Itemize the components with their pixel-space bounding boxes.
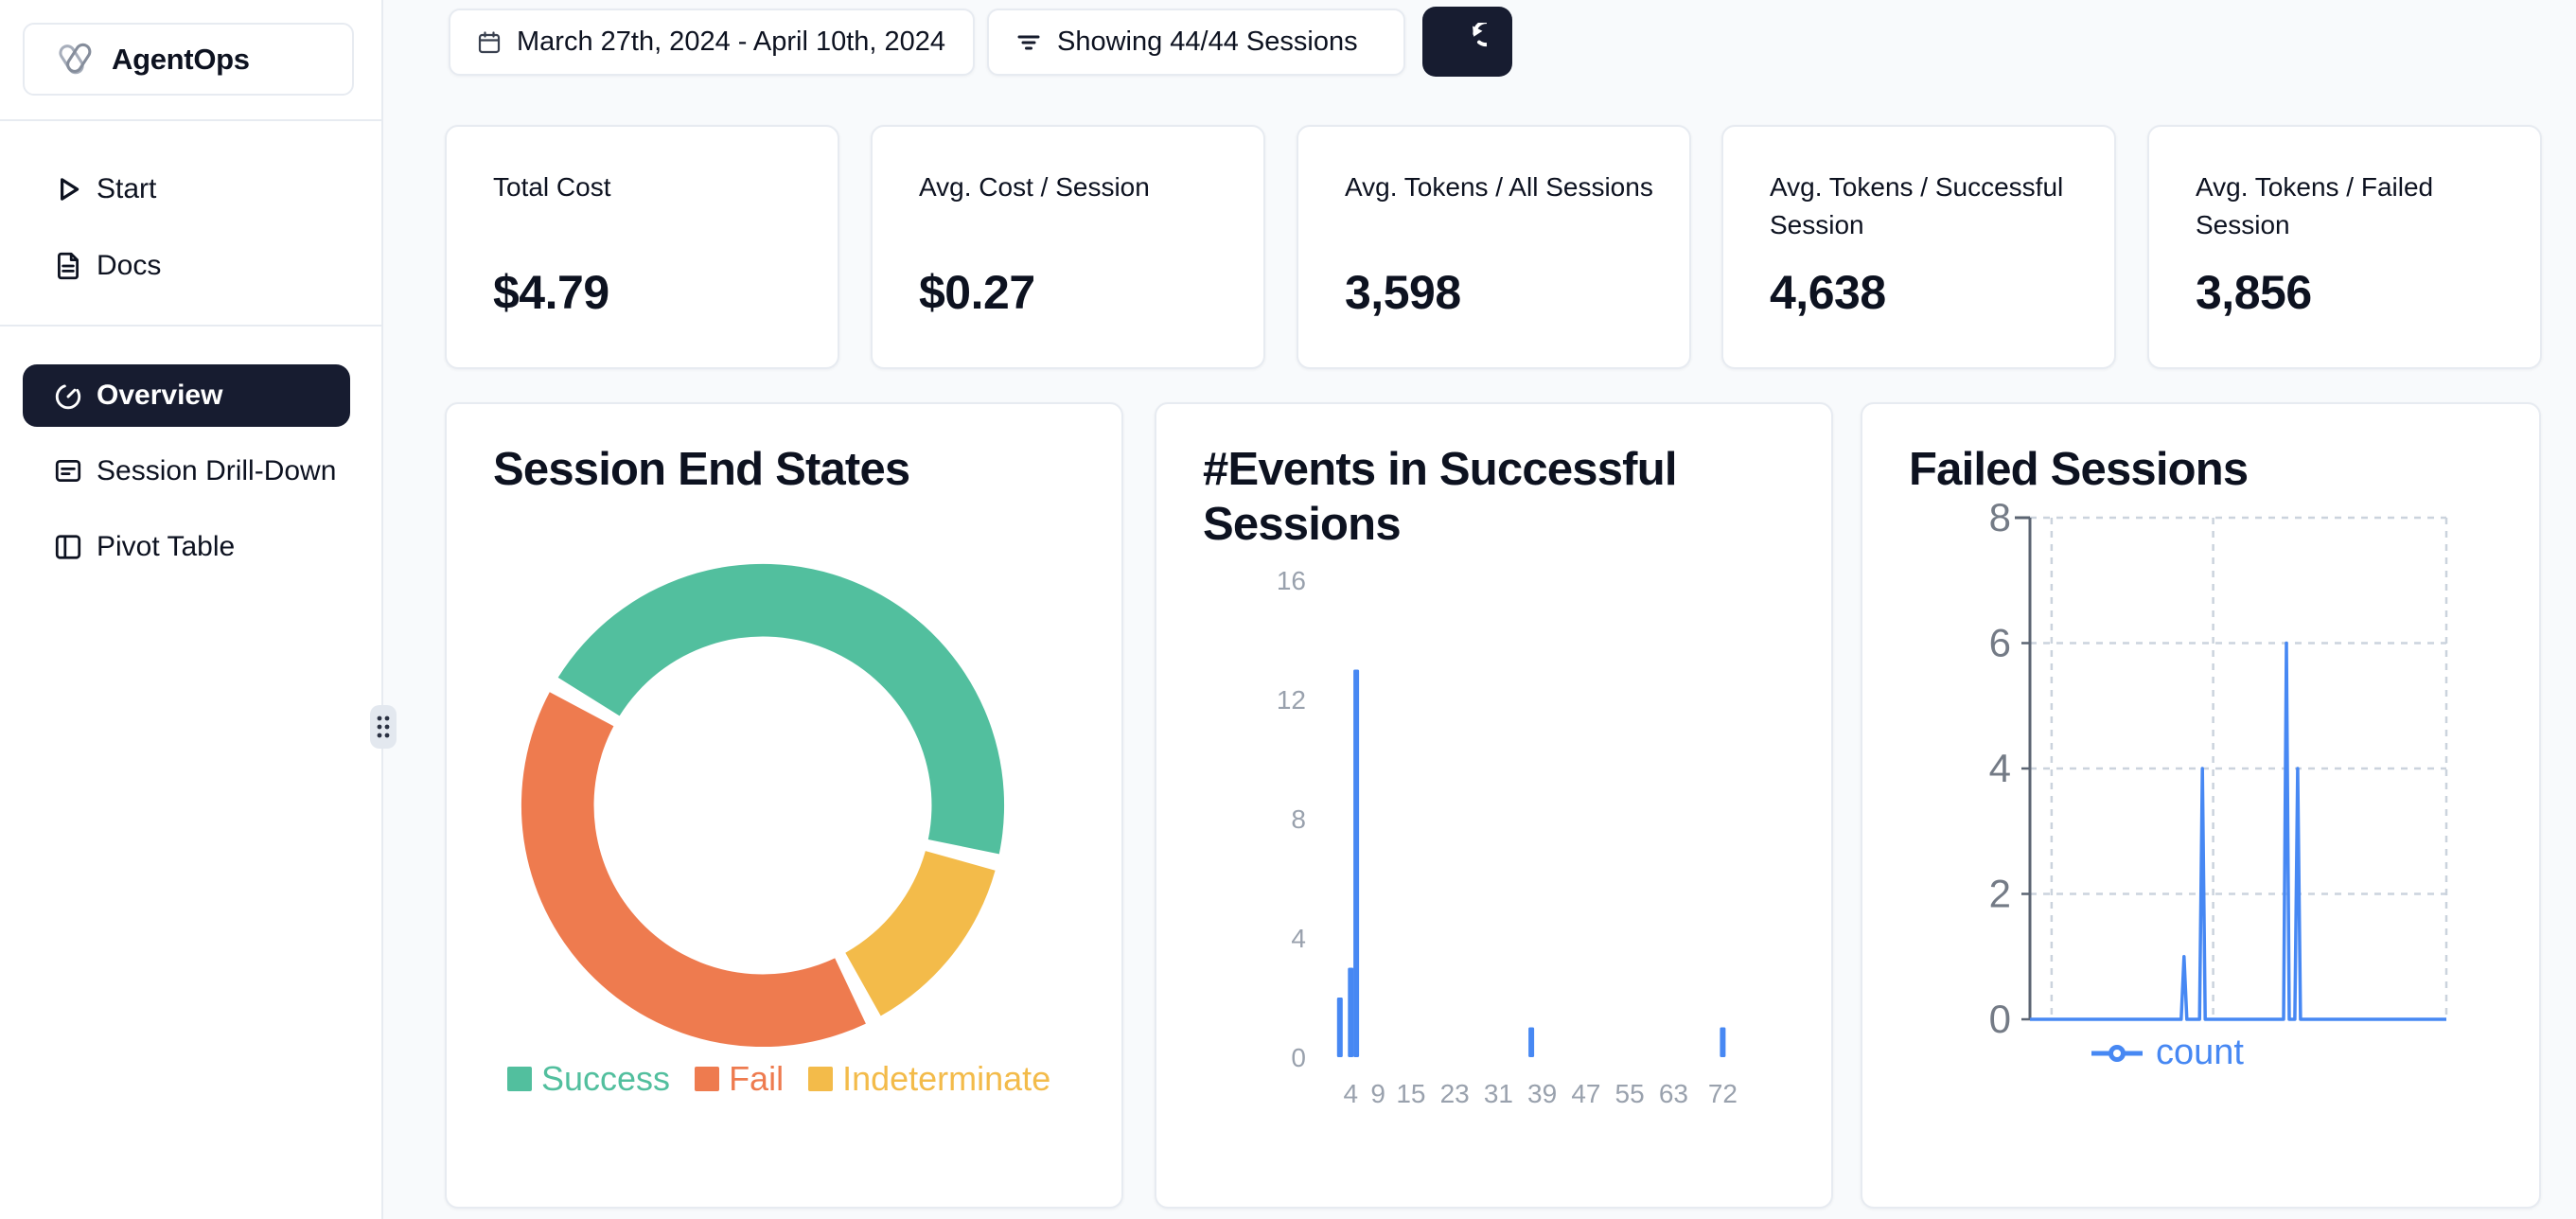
svg-text:23: 23 [1440,1079,1470,1108]
legend-swatch [808,1067,834,1091]
legend-swatch [507,1067,532,1091]
chart-title: Failed Sessions [1909,444,2249,495]
sidebar-item-start[interactable]: Start [23,159,350,220]
sidebar-item-docs[interactable]: Docs [23,236,350,296]
svg-text:15: 15 [1396,1079,1425,1108]
stat-value: 4,638 [1770,266,1886,319]
svg-text:47: 47 [1571,1079,1600,1108]
sidebar-item-session-drill-down[interactable]: Session Drill-Down [23,441,350,502]
svg-text:8: 8 [1291,804,1306,834]
date-range-label: March 27th, 2024 - April 10th, 2024 [517,26,946,57]
stat-value: $4.79 [493,266,609,319]
refresh-icon [1472,23,1487,47]
svg-text:4: 4 [1291,924,1306,953]
count-legend-item[interactable]: count [2090,1033,2244,1073]
svg-text:72: 72 [1708,1079,1738,1108]
brand-logo[interactable]: AgentOps [23,23,354,96]
svg-text:2: 2 [1989,872,2011,916]
svg-text:4: 4 [1344,1079,1359,1108]
legend-label: count [2156,1033,2244,1072]
session-filter-button[interactable]: Showing 44/44 Sessions [987,9,1405,76]
stat-value: 3,856 [2196,266,2312,319]
stat-label: Avg. Tokens / Successful Session [1770,172,2064,239]
legend-label: Fail [729,1059,785,1098]
legend-label: Success [541,1059,671,1098]
document-icon [58,252,79,280]
stat-label: Avg. Cost / Session [919,172,1150,202]
sidebar-main-divider [381,0,383,1219]
filter-icon [1017,35,1040,49]
svg-text:0: 0 [1291,1043,1306,1072]
legend-item-success[interactable]: Success [507,1059,670,1099]
sidebar-item-label: Overview [97,380,223,411]
gauge-icon [55,383,81,410]
chart-title: #Events in Successful Sessions [1203,444,1677,550]
failed-sessions-card: Failed Sessions 0 2 4 6 8 count [1861,402,2541,1209]
svg-text:4: 4 [1989,746,2011,790]
sidebar-item-overview[interactable]: Overview [23,364,350,427]
brand-name: AgentOps [112,42,250,76]
session-end-states-donut-chart [520,563,1005,1048]
sidebar-item-label: Session Drill-Down [97,455,337,486]
svg-text:31: 31 [1484,1079,1513,1108]
refresh-button[interactable] [1422,7,1512,77]
stat-label: Total Cost [493,172,611,202]
legend-item-indeterminate[interactable]: Indeterminate [808,1059,1050,1099]
session-filter-label: Showing 44/44 Sessions [1057,26,1358,57]
calendar-icon [478,30,501,53]
chart-title: Session End States [493,444,910,495]
line-series-marker-icon [2091,1044,2143,1062]
paperclip-logo-icon [59,43,92,74]
grip-dots-icon [377,716,390,738]
layout-columns-icon [55,535,81,559]
donut-legend: Success Fail Indeterminate [507,1059,1050,1099]
svg-text:8: 8 [1989,495,2011,539]
date-range-button[interactable]: March 27th, 2024 - April 10th, 2024 [449,9,975,76]
legend-swatch [695,1067,720,1091]
sidebar-divider [0,119,381,121]
svg-text:39: 39 [1527,1079,1557,1108]
sidebar-item-label: Start [97,173,157,204]
svg-text:6: 6 [1989,621,2011,665]
stat-card-avg-cost-session: Avg. Cost / Session $0.27 [871,125,1265,369]
sidebar-item-pivot-table[interactable]: Pivot Table [23,517,350,577]
sidebar-resize-handle[interactable] [370,705,397,749]
stat-card-avg-tokens-all: Avg. Tokens / All Sessions 3,598 [1297,125,1691,369]
session-end-states-card: Session End States Success Fail Indeterm… [445,402,1123,1209]
events-histogram-card: #Events in Successful Sessions 0 4 8 12 16 4 9… [1155,402,1833,1209]
svg-text:16: 16 [1277,566,1306,595]
legend-item-fail[interactable]: Fail [695,1059,784,1099]
legend-label: Indeterminate [842,1059,1051,1098]
sidebar-item-label: Pivot Table [97,531,236,562]
stat-label: Avg. Tokens / All Sessions [1345,172,1653,202]
svg-text:9: 9 [1370,1079,1385,1108]
svg-text:0: 0 [1989,997,2011,1041]
sidebar-divider [0,325,381,327]
stat-label: Avg. Tokens / Failed Session [2196,172,2434,239]
svg-text:63: 63 [1659,1079,1688,1108]
sidebar: AgentOps Start Docs Overview [0,0,381,1219]
failed-sessions-line-chart: 0 2 4 6 8 [1989,495,2448,1041]
sidebar-item-label: Docs [97,250,162,281]
svg-text:55: 55 [1615,1079,1645,1108]
stat-card-avg-tokens-successful: Avg. Tokens / Successful Session 4,638 [1721,125,2116,369]
stat-value: $0.27 [919,266,1035,319]
stat-card-total-cost: Total Cost $4.79 [445,125,839,369]
play-icon [60,178,79,201]
stat-value: 3,598 [1345,266,1461,319]
list-box-icon [55,459,81,482]
svg-text:12: 12 [1277,685,1306,715]
stat-card-avg-tokens-failed: Avg. Tokens / Failed Session 3,856 [2147,125,2542,369]
